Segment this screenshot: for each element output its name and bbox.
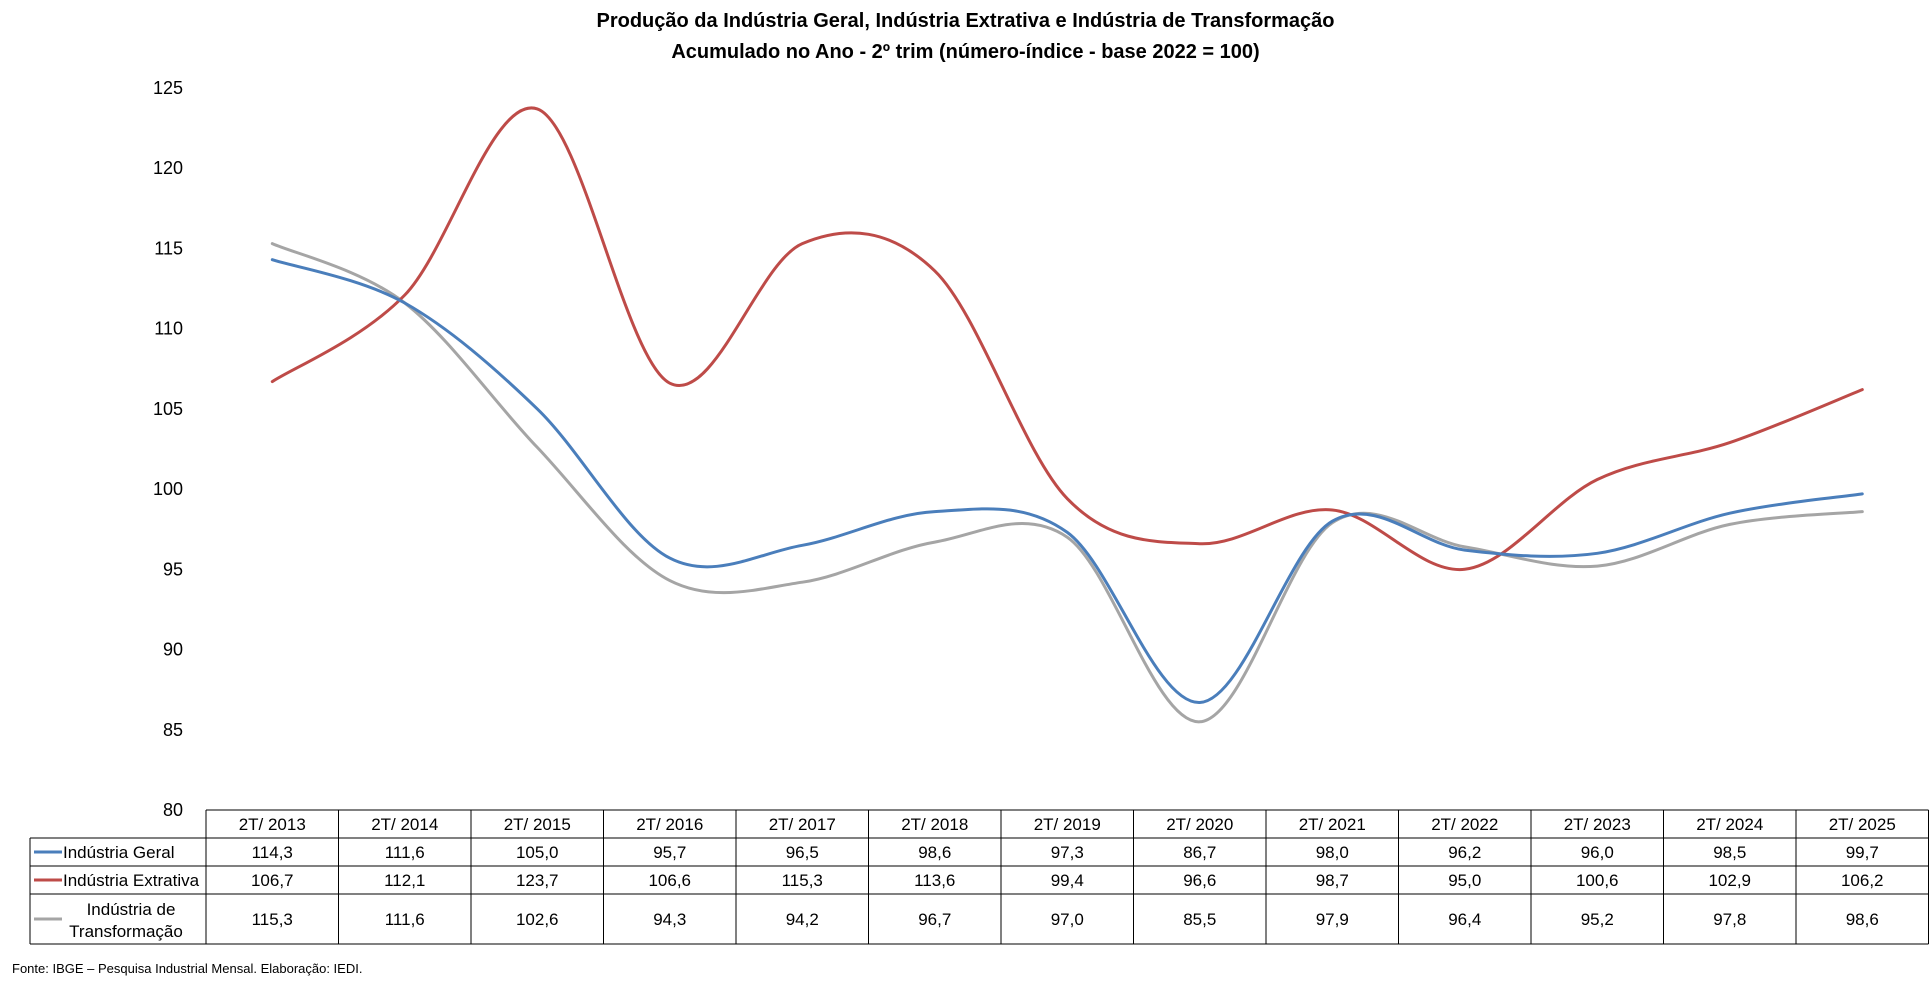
y-tick-label: 95 bbox=[163, 559, 183, 579]
data-label: 106,7 bbox=[251, 871, 294, 890]
data-label: 98,7 bbox=[1316, 871, 1349, 890]
data-label: 97,9 bbox=[1316, 910, 1349, 929]
data-label: 85,5 bbox=[1183, 910, 1216, 929]
y-tick-label: 90 bbox=[163, 640, 183, 660]
x-tick-label: 2T/ 2016 bbox=[636, 815, 703, 834]
x-tick-label: 2T/ 2015 bbox=[504, 815, 571, 834]
data-label: 97,3 bbox=[1051, 843, 1084, 862]
legend-label-industria-geral: Indústria Geral bbox=[63, 843, 175, 862]
data-label: 96,6 bbox=[1183, 871, 1216, 890]
data-label: 86,7 bbox=[1183, 843, 1216, 862]
x-tick-label: 2T/ 2017 bbox=[769, 815, 836, 834]
data-label: 96,5 bbox=[786, 843, 819, 862]
data-label: 94,2 bbox=[786, 910, 819, 929]
y-tick-label: 85 bbox=[163, 720, 183, 740]
data-label: 96,0 bbox=[1581, 843, 1614, 862]
x-tick-label: 2T/ 2018 bbox=[901, 815, 968, 834]
data-label: 98,5 bbox=[1713, 843, 1746, 862]
y-tick-label: 125 bbox=[153, 78, 183, 98]
x-tick-label: 2T/ 2022 bbox=[1431, 815, 1498, 834]
data-label: 99,7 bbox=[1846, 843, 1879, 862]
y-tick-label: 100 bbox=[153, 479, 183, 499]
x-tick-label: 2T/ 2025 bbox=[1829, 815, 1896, 834]
data-label: 102,6 bbox=[516, 910, 559, 929]
series-line-industria-de-transformacao bbox=[270, 242, 1864, 724]
x-tick-label: 2T/ 2024 bbox=[1696, 815, 1763, 834]
data-label: 112,1 bbox=[384, 871, 425, 890]
data-label: 94,3 bbox=[653, 910, 686, 929]
data-label: 106,2 bbox=[1841, 871, 1884, 890]
y-tick-label: 105 bbox=[153, 399, 183, 419]
data-label: 98,0 bbox=[1316, 843, 1349, 862]
data-label: 98,6 bbox=[918, 843, 951, 862]
data-label: 115,3 bbox=[782, 871, 823, 890]
x-tick-label: 2T/ 2020 bbox=[1166, 815, 1233, 834]
chart-title: Produção da Indústria Geral, Indústria E… bbox=[596, 10, 1335, 32]
data-label: 97,8 bbox=[1713, 910, 1746, 929]
data-label: 113,6 bbox=[914, 871, 955, 890]
y-tick-label: 120 bbox=[153, 158, 183, 178]
data-label: 106,6 bbox=[648, 871, 691, 890]
chart-subtitle: Acumulado no Ano - 2º trim (número-índic… bbox=[671, 41, 1260, 63]
x-tick-label: 2T/ 2013 bbox=[239, 815, 306, 834]
data-label: 96,4 bbox=[1448, 910, 1481, 929]
data-label: 95,2 bbox=[1581, 910, 1614, 929]
source-note: Fonte: IBGE – Pesquisa Industrial Mensal… bbox=[12, 961, 363, 976]
legend-label-industria-extrativa: Indústria Extrativa bbox=[63, 871, 200, 890]
series-line-industria-geral bbox=[270, 258, 1864, 705]
data-label: 111,6 bbox=[385, 843, 425, 862]
x-tick-label: 2T/ 2019 bbox=[1034, 815, 1101, 834]
data-label: 105,0 bbox=[516, 843, 559, 862]
legend-label-line: Indústria de bbox=[87, 900, 176, 919]
y-tick-label: 115 bbox=[154, 238, 183, 258]
data-label: 115,3 bbox=[252, 910, 293, 929]
y-tick-label: 80 bbox=[163, 800, 183, 820]
data-label: 100,6 bbox=[1576, 871, 1619, 890]
x-tick-label: 2T/ 2021 bbox=[1299, 815, 1366, 834]
data-label: 98,6 bbox=[1846, 910, 1879, 929]
data-label: 102,9 bbox=[1708, 871, 1751, 890]
legend-label-line: Transformação bbox=[69, 922, 183, 941]
data-label: 95,0 bbox=[1448, 871, 1481, 890]
data-label: 95,7 bbox=[653, 843, 686, 862]
data-label: 111,6 bbox=[385, 910, 425, 929]
x-tick-label: 2T/ 2014 bbox=[371, 815, 438, 834]
data-label: 114,3 bbox=[252, 843, 293, 862]
data-label: 97,0 bbox=[1051, 910, 1084, 929]
y-tick-label: 110 bbox=[154, 319, 183, 339]
series-line-industria-extrativa bbox=[270, 106, 1864, 571]
x-tick-label: 2T/ 2023 bbox=[1564, 815, 1631, 834]
data-label: 96,7 bbox=[918, 910, 951, 929]
data-label: 96,2 bbox=[1448, 843, 1481, 862]
data-label: 123,7 bbox=[516, 871, 559, 890]
data-label: 99,4 bbox=[1051, 871, 1084, 890]
